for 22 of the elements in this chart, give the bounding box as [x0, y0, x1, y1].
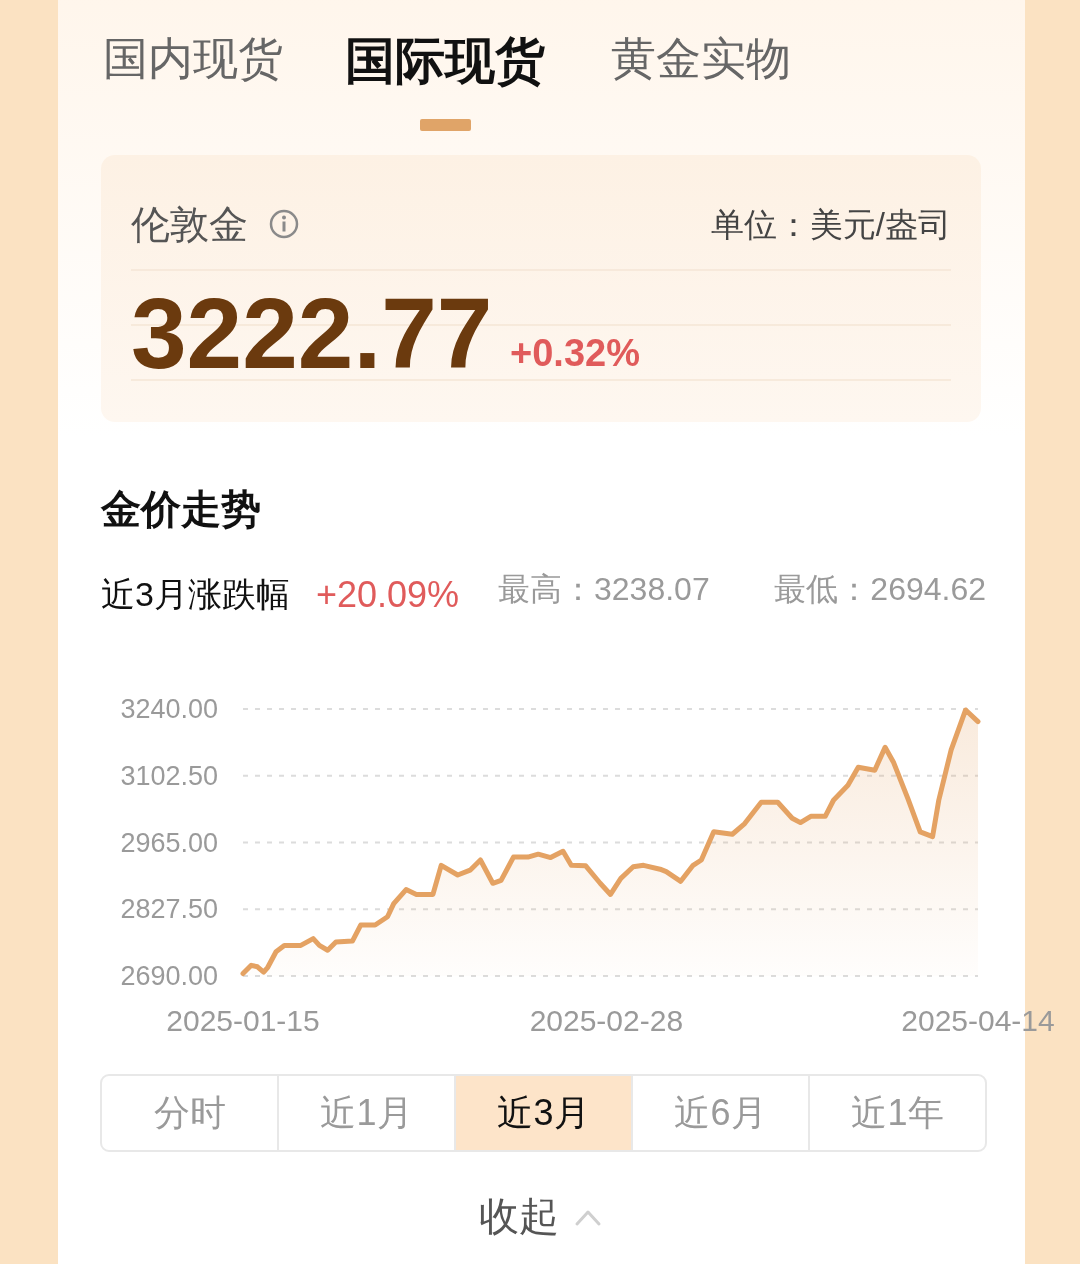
text: 最高：3238.07: [498, 571, 710, 607]
price-box: 伦敦金 单位：美元/盎司 3222.77 +0.32%: [101, 155, 981, 422]
x-tick-label: 2025-02-28: [529, 1004, 684, 1037]
y-tick-label: 2965.00: [120, 827, 218, 858]
tab-label: 黄金实物: [611, 33, 791, 84]
text: +20.09%: [316, 574, 460, 615]
title: 金价走势: [101, 487, 261, 531]
button-label: 近3月: [497, 1092, 590, 1133]
text: 最低：2694.62: [774, 571, 986, 607]
text: 近3月涨跌幅: [101, 575, 290, 613]
button-label: 近1年: [851, 1092, 944, 1133]
y-tick-label: 2690.00: [120, 961, 218, 991]
y-tick-label: 3102.50: [120, 760, 218, 791]
tab-label: 国内现货: [103, 33, 283, 84]
y-tick-label: 2827.50: [120, 894, 218, 925]
x-tick-label: 2025-01-15: [166, 1004, 320, 1037]
y-tick-label: 3240.00: [120, 694, 218, 724]
button-label: 近1月: [320, 1092, 413, 1133]
button-label: 近6月: [674, 1092, 767, 1133]
button-label: 分时: [153, 1092, 226, 1133]
tab-label-active: 国际现货: [345, 33, 545, 89]
toggle-label: 收起: [479, 1194, 559, 1238]
